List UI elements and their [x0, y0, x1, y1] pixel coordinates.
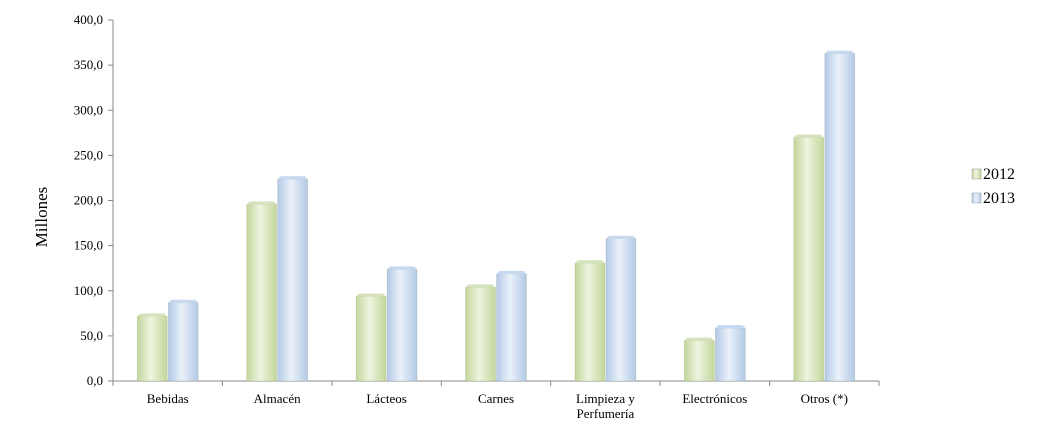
y-tick-label: 350,0	[74, 57, 103, 72]
bar-2013	[386, 269, 418, 382]
bar-2012	[793, 137, 825, 382]
bar-2013	[277, 178, 308, 382]
bar-cap-2013	[168, 299, 199, 303]
bar-2012	[136, 316, 168, 382]
legend: 2012 2013	[971, 166, 1015, 207]
y-tick-label: 300,0	[74, 102, 103, 117]
x-tick-label: Bebidas	[147, 391, 189, 406]
bar-cap-2013	[715, 325, 746, 329]
y-tick-label: 100,0	[74, 283, 103, 298]
x-tick-label: Electrónicos	[682, 391, 747, 406]
y-tick-label: 50,0	[80, 328, 103, 343]
bar-cap-2013	[277, 176, 308, 180]
y-tick-label: 250,0	[74, 147, 103, 162]
x-tick-label: Otros (*)	[801, 391, 848, 406]
bar-cap-2012	[465, 284, 496, 288]
y-axis-label: Millones	[32, 187, 51, 247]
x-tick-label: Almacén	[254, 391, 301, 406]
bar-cap-2012	[793, 134, 824, 138]
bar-2012	[465, 287, 496, 382]
bar-cap-2013	[824, 50, 855, 54]
bar-cap-2012	[356, 293, 387, 297]
bar-2012	[574, 262, 606, 382]
bar-cap-2013	[387, 266, 418, 270]
bar-2012	[246, 204, 277, 382]
bar-2013	[824, 53, 856, 382]
bar-2013	[167, 302, 199, 382]
bar-cap-2012	[137, 313, 168, 317]
legend-swatch-2012	[971, 168, 982, 180]
bar-2012	[684, 340, 715, 382]
bar-2013	[496, 273, 527, 382]
x-tick-label: Limpieza y Perfumería	[576, 391, 635, 421]
y-tick-label: 0,0	[87, 373, 103, 388]
x-tick-label: Lácteos	[366, 391, 406, 406]
bar-cap-2012	[684, 337, 715, 341]
y-tick-label: 150,0	[74, 238, 103, 253]
y-tick-label: 400,0	[74, 12, 103, 27]
labels: 0,0 50,0 100,0 150,0 200,0 250,0 300,0 350,0 400…	[74, 12, 848, 421]
x-tick-label: Carnes	[478, 391, 514, 406]
bar-cap-2013	[496, 270, 527, 274]
axes	[108, 19, 880, 386]
bar-2013	[605, 238, 637, 382]
bar-cap-2012	[574, 260, 605, 264]
bar-2013	[715, 327, 746, 382]
legend-swatch-2013	[971, 192, 982, 204]
legend-label-2012: 2012	[983, 166, 1015, 183]
legend-label-2013: 2013	[983, 190, 1015, 207]
bar-cap-2013	[605, 235, 636, 239]
bars	[136, 50, 856, 382]
y-tick-label: 200,0	[74, 193, 103, 208]
bar-cap-2012	[246, 201, 277, 205]
bar-2012	[355, 296, 387, 382]
